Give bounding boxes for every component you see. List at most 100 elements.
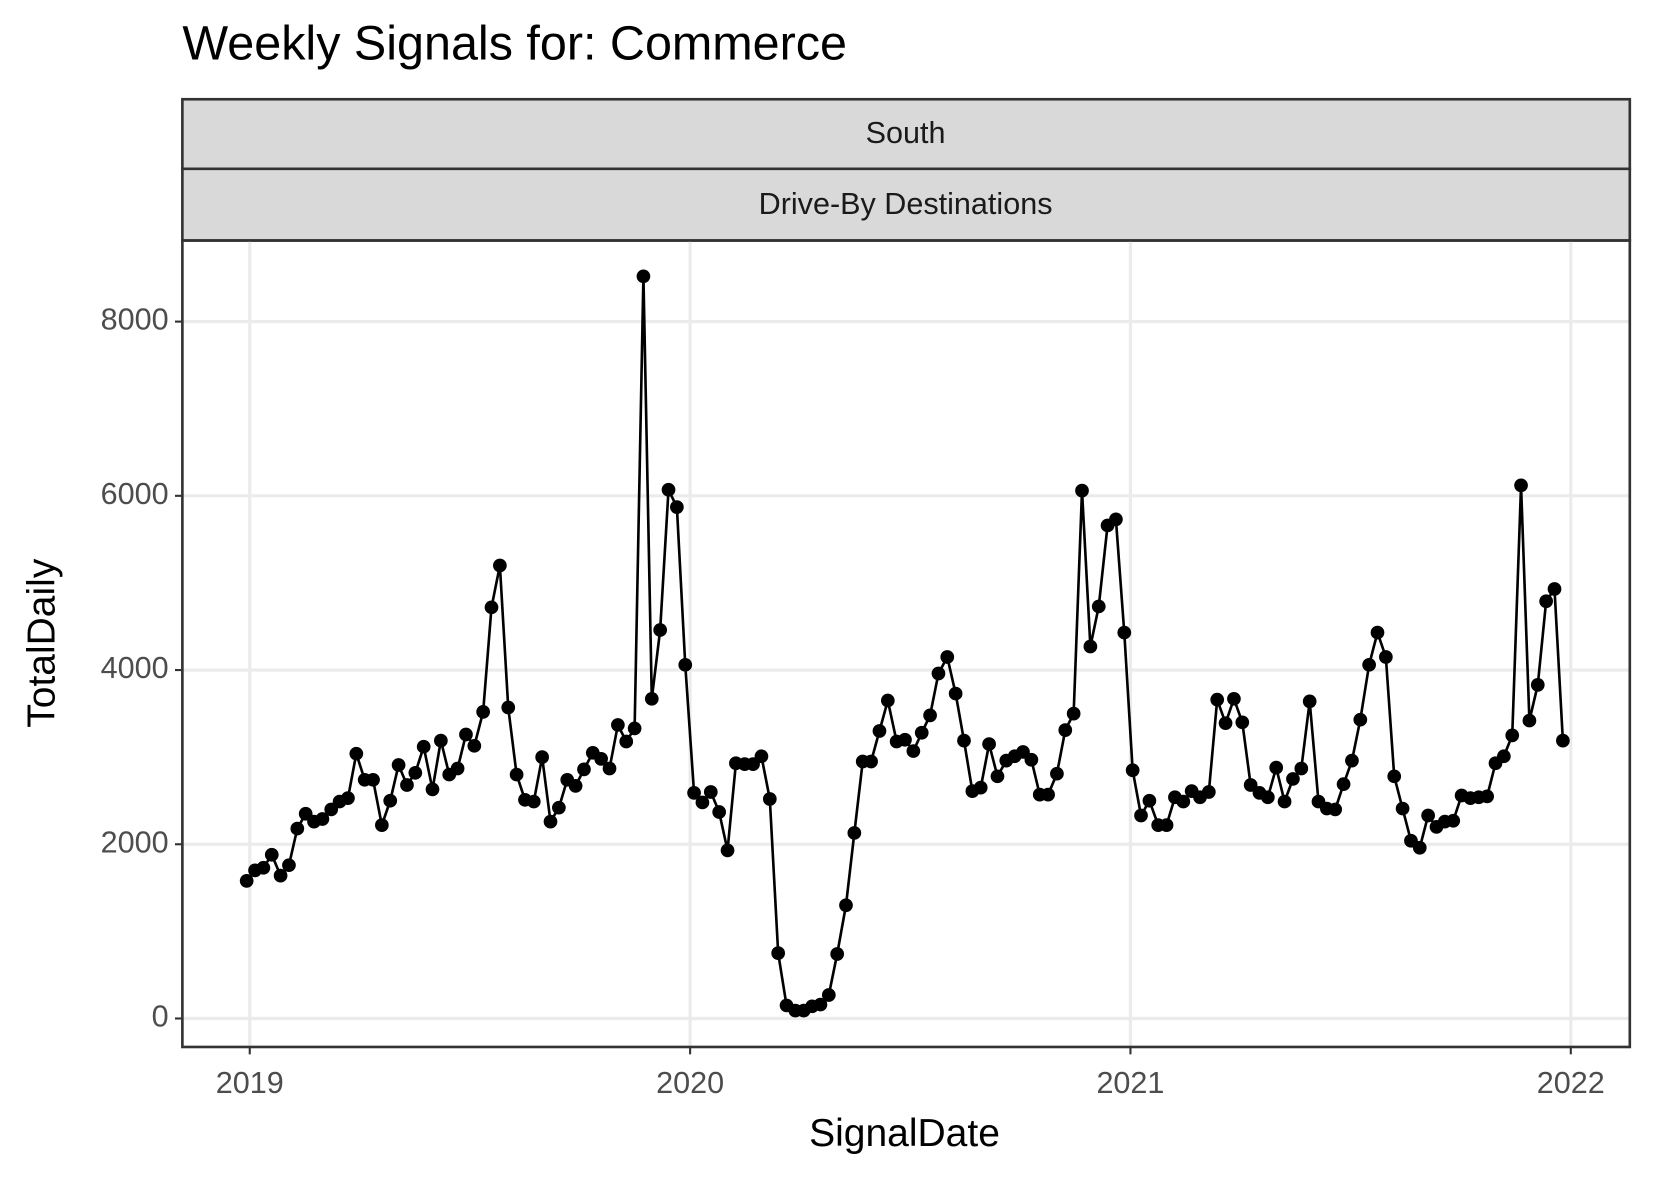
point	[1134, 808, 1148, 823]
point	[1227, 691, 1241, 706]
point	[1269, 760, 1284, 775]
point	[973, 780, 988, 795]
point	[1302, 694, 1317, 709]
point	[1336, 777, 1351, 792]
point	[957, 733, 971, 748]
point	[1362, 657, 1376, 672]
point	[1091, 599, 1106, 614]
grid	[182, 240, 1630, 1047]
point	[762, 792, 777, 806]
x-axis-title: SignalDate	[809, 1112, 1000, 1155]
point	[1547, 582, 1562, 596]
point	[1353, 712, 1368, 727]
point	[1024, 752, 1039, 767]
point	[1277, 794, 1292, 809]
point	[864, 754, 878, 769]
point	[1260, 790, 1275, 805]
point	[661, 482, 676, 497]
point	[1201, 785, 1216, 799]
point	[1286, 772, 1300, 786]
point	[670, 500, 684, 515]
point	[290, 821, 305, 836]
point	[349, 746, 364, 761]
y-tick-label: 2000	[101, 825, 169, 859]
point	[1370, 625, 1385, 640]
point	[484, 600, 499, 615]
point	[906, 744, 921, 758]
point	[1041, 787, 1055, 802]
point	[940, 650, 955, 664]
point	[687, 786, 701, 800]
point	[1412, 840, 1427, 855]
point	[1142, 793, 1157, 808]
point	[644, 691, 659, 706]
point	[366, 772, 380, 787]
point	[1109, 512, 1123, 527]
point	[1395, 801, 1410, 816]
point	[712, 805, 727, 819]
point	[653, 623, 668, 637]
point	[450, 761, 465, 776]
point	[375, 818, 389, 832]
point	[408, 765, 423, 780]
point	[611, 718, 625, 732]
point	[467, 738, 482, 753]
strip-label: South	[866, 116, 946, 150]
point	[493, 558, 507, 573]
point	[1058, 723, 1073, 738]
plot-area	[239, 269, 1570, 1018]
point	[501, 700, 516, 715]
point	[1050, 766, 1064, 781]
point	[577, 762, 591, 777]
point	[264, 847, 279, 862]
x-tick-label: 2022	[1537, 1066, 1605, 1100]
point	[1387, 769, 1402, 784]
point	[1117, 625, 1132, 640]
point	[568, 779, 583, 793]
point	[239, 874, 254, 888]
point	[1480, 789, 1494, 804]
point	[839, 898, 853, 913]
point	[821, 988, 836, 1002]
point	[982, 737, 996, 751]
point	[459, 727, 473, 742]
y-tick-label: 8000	[101, 303, 169, 337]
strip	[181, 167, 1632, 242]
point	[1066, 706, 1081, 721]
point	[847, 826, 862, 840]
point	[678, 657, 693, 672]
y-tick-label: 4000	[101, 651, 169, 685]
point	[771, 946, 786, 961]
point	[720, 843, 735, 858]
chart-title: Weekly Signals for: Commerce	[182, 16, 847, 70]
y-tick-label: 6000	[101, 477, 169, 511]
x-tick-label: 2021	[1096, 1066, 1164, 1100]
point	[1159, 818, 1174, 832]
point	[948, 686, 963, 701]
strip-label: Drive-By Destinations	[759, 187, 1053, 221]
point	[1083, 639, 1098, 654]
point	[256, 860, 271, 875]
point	[1556, 733, 1570, 748]
point	[315, 812, 330, 826]
x-tick-label: 2019	[216, 1066, 284, 1100]
point	[1176, 794, 1191, 809]
point	[898, 732, 912, 747]
point	[1235, 715, 1250, 730]
point	[602, 761, 617, 776]
point	[1514, 478, 1528, 493]
point	[703, 785, 718, 799]
y-tick-label: 0	[152, 1000, 169, 1034]
point	[391, 758, 406, 772]
point	[1539, 594, 1553, 609]
point	[914, 725, 929, 740]
strip	[181, 97, 1632, 171]
point	[1243, 778, 1258, 792]
point	[543, 814, 558, 829]
point	[880, 693, 895, 708]
point	[400, 778, 414, 792]
point	[282, 858, 296, 873]
point	[509, 767, 524, 782]
point	[1075, 483, 1089, 498]
